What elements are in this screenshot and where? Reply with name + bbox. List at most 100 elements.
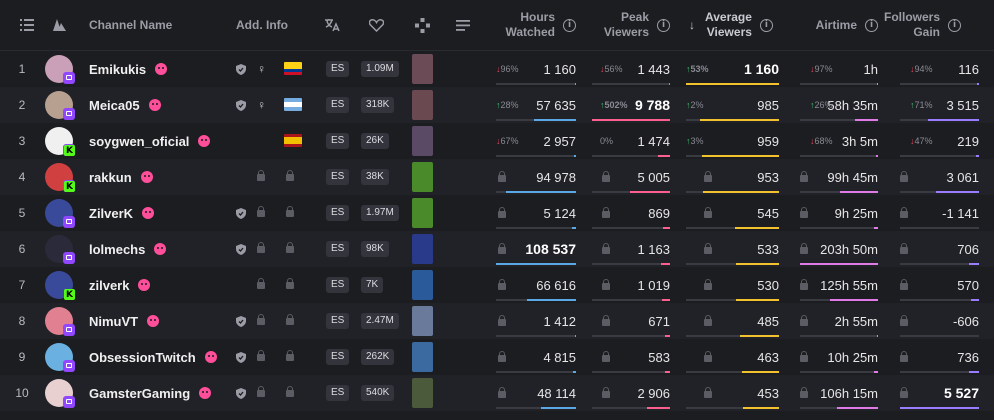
heart-icon[interactable] [369,0,384,50]
air-value: 9h 25m [834,205,878,221]
game-thumbnail[interactable] [412,234,433,264]
game-thumbnail[interactable] [412,126,433,156]
peak-bar [592,335,670,337]
channel-name[interactable]: NimuVT [89,303,160,339]
channel-name-text: rakkun [89,169,132,185]
peak-bar [592,227,670,229]
lock-icon [286,159,294,195]
rank: 9 [18,350,26,364]
air-value: 203h 50m [820,241,878,257]
hours-value: 94 978 [536,169,576,185]
gamepad-icon[interactable] [415,0,430,50]
followers-count: 262K [361,349,395,365]
header-channel-name[interactable]: Channel Name [89,17,173,32]
sort-desc-icon[interactable]: ↓ [689,17,695,32]
mood-icon [147,315,160,327]
header-hours-watched[interactable]: Hours Watched i [486,0,576,50]
avg-cell: 453 [686,375,779,411]
channel-name[interactable]: GamsterGaming [89,375,212,411]
avg-value: 545 [757,205,779,221]
peak-bar [592,119,670,121]
fol-cell: ↓47% 219 [900,123,979,159]
language-icon[interactable] [324,0,340,50]
header-add-info[interactable]: Add. Info [236,17,288,32]
lock-icon [900,207,908,220]
game-thumbnail[interactable] [412,198,433,228]
channel-name[interactable]: rakkun [89,159,153,195]
followers-badge: 1.09M [361,51,399,87]
fol-value: -1 141 [942,205,979,221]
fol-cell: -606 [900,303,979,339]
header-airtime[interactable]: Airtime i [800,0,878,50]
table-row[interactable]: 9 ObsessionTwitch ES 262K 4 815 583 463 10h 25m… [0,339,994,375]
table-row[interactable]: 8 NimuVT ES 2.47M 1 412 671 485 2h 55m -606 [0,303,994,339]
channel-name[interactable]: ZilverK [89,195,155,231]
followers-count: 7K [361,277,384,293]
list-icon[interactable] [20,0,34,50]
air-cell: 10h 25m [800,339,878,375]
game-thumbnail[interactable] [412,54,433,84]
game-thumbnail[interactable] [412,90,433,120]
air-cell: 99h 45m [800,159,878,195]
followers-badge: 7K [361,267,384,303]
peak-cell: 2 906 [590,375,670,411]
game-thumbnail[interactable] [412,306,433,336]
info-icon[interactable]: i [657,18,670,32]
game-thumbnail[interactable] [412,270,433,300]
header-peak-line2: Viewers [603,25,649,39]
change-percent: ↓94% [910,64,933,74]
table-row[interactable]: 1 Emikukis ♀ ES 1.09M ↓96% 1 160 ↓56% 1 443 ↑53% 1… [0,51,994,87]
change-percent: ↑26% [810,100,833,110]
channel-name[interactable]: lolmechs [89,231,167,267]
lock-icon [286,339,294,375]
lock-icon [498,171,506,184]
twitch-icon [63,72,75,84]
header-followers-gain[interactable]: Followers Gain i [880,0,961,50]
info-icon[interactable]: i [563,18,576,32]
air-value: 58h 35m [827,97,878,113]
air-bar [800,119,878,121]
air-bar [800,83,878,85]
channel-name[interactable]: zilverk [89,267,151,303]
hours-value: 57 635 [536,97,576,113]
rank: 8 [18,314,26,328]
followers-badge: 318K [361,87,395,123]
language-code: ES [326,61,350,77]
followers-count: 540K [361,385,395,401]
table-row[interactable]: 6 lolmechs ES 98K 108 537 1 163 533 203h 50m 706 [0,231,994,267]
header-average-viewers[interactable]: ↓ Average Viewers i [689,0,779,50]
game-thumbnail[interactable] [412,162,433,192]
game-thumbnail[interactable] [412,378,433,408]
language-badge: ES [326,231,350,267]
channel-name[interactable]: soygwen_oficial [89,123,211,159]
header-peak-viewers[interactable]: Peak Viewers i [590,0,670,50]
table-row[interactable]: 10 GamsterGaming ES 540K 48 114 2 906 453 106h … [0,375,994,411]
title-icon[interactable] [456,0,470,50]
channel-name[interactable]: Meica05 [89,87,161,123]
fol-bar [900,227,979,229]
table-row[interactable]: 2 Meica05 ♀ ES 318K ↑28% 57 635 ↑502% 9 788 ↑2% 98… [0,87,994,123]
lock-icon [602,351,610,364]
fol-bar [900,155,979,157]
air-cell: 2h 55m [800,303,878,339]
channel-name[interactable]: ObsessionTwitch [89,339,217,375]
language-badge: ES [326,339,350,375]
game-thumbnail[interactable] [412,342,433,372]
table-row[interactable]: 5 ZilverK ES 1.97M 5 124 869 545 9h 25m -1 141 [0,195,994,231]
streamer-icon[interactable] [53,0,66,50]
info-icon[interactable]: i [865,18,878,32]
channel-name[interactable]: Emikukis [89,51,168,87]
rank: 10 [15,386,29,400]
lock-icon [800,279,808,292]
air-bar [800,335,878,337]
avg-value: 463 [757,349,779,365]
shield-icon [236,339,246,375]
header-fol-line1: Followers [883,10,940,24]
fol-value: -606 [952,313,979,329]
info-icon[interactable]: i [948,18,961,32]
air-cell: ↑26% 58h 35m [800,87,878,123]
info-icon[interactable]: i [759,18,773,32]
